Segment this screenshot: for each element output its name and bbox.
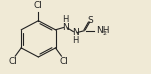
Text: N: N — [62, 23, 69, 32]
Text: NH: NH — [96, 26, 110, 35]
Text: Cl: Cl — [8, 57, 17, 66]
Text: Cl: Cl — [59, 57, 68, 66]
Text: S: S — [87, 16, 93, 25]
Text: Cl: Cl — [34, 1, 43, 10]
Text: 2: 2 — [103, 31, 107, 36]
Text: N: N — [72, 28, 79, 37]
Text: H: H — [62, 15, 69, 24]
Text: H: H — [72, 36, 79, 45]
